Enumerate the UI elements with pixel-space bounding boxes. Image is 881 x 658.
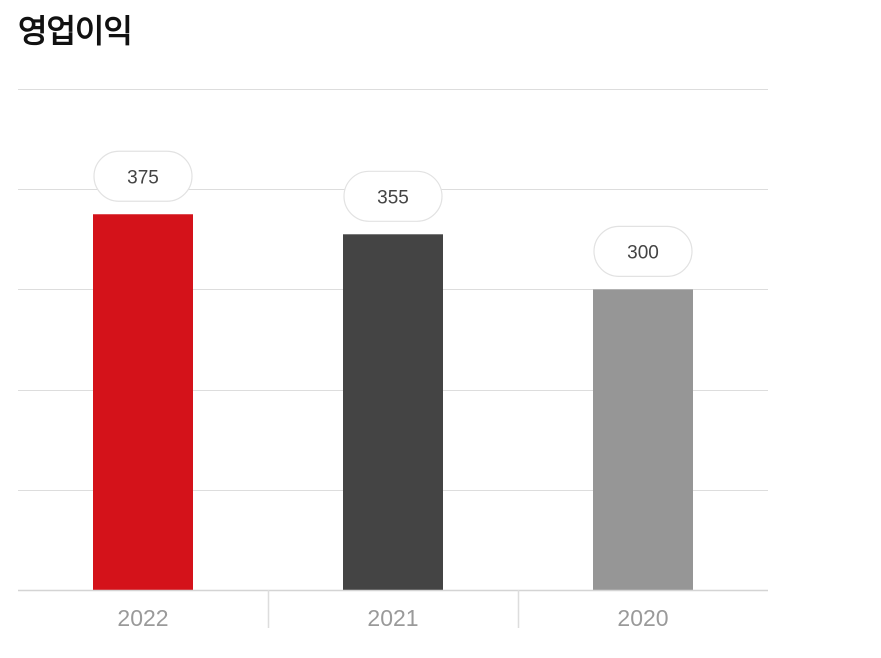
bar-2020 xyxy=(593,289,693,590)
value-label: 300 xyxy=(627,242,659,263)
value-bubble xyxy=(593,225,693,277)
value-label: 355 xyxy=(377,187,409,208)
chart-title: 영업이익 xyxy=(18,12,133,50)
value-bubble xyxy=(343,170,443,222)
x-tick-label: 2021 xyxy=(367,605,418,631)
bar-2021 xyxy=(343,234,443,591)
value-label: 375 xyxy=(127,167,159,188)
bar-2022 xyxy=(93,214,193,590)
x-tick-label: 2022 xyxy=(117,605,168,631)
value-bubble xyxy=(93,150,193,202)
x-tick-label: 2020 xyxy=(617,605,668,631)
